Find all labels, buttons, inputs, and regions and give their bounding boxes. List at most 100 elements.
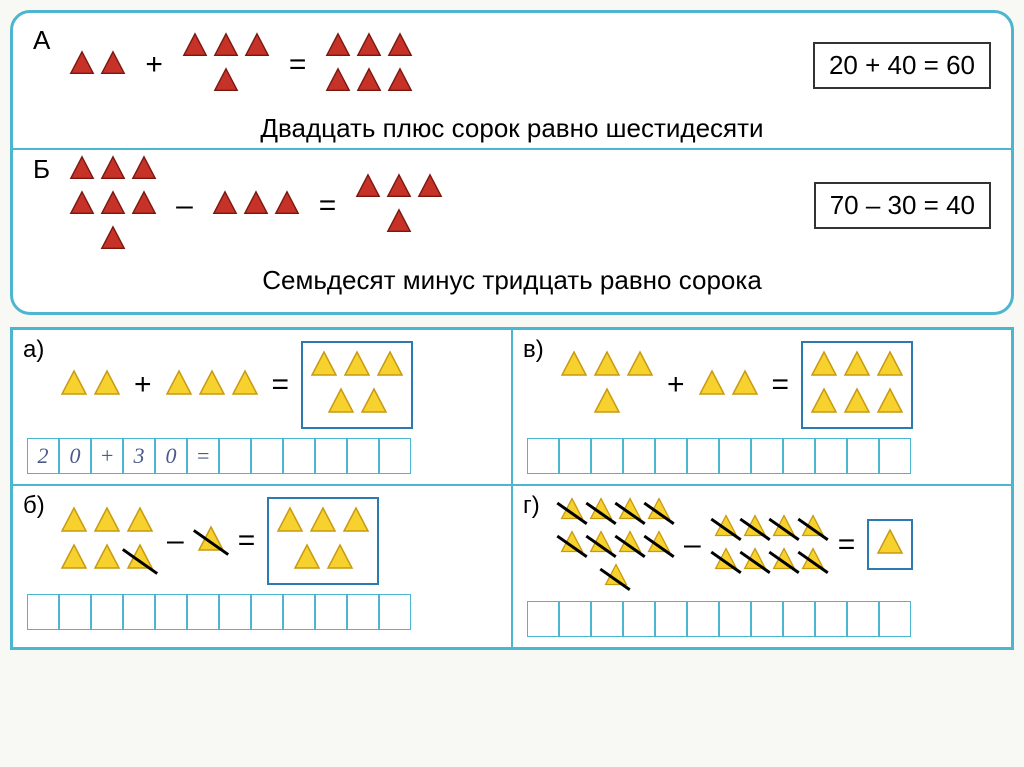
triangle-icon <box>742 546 768 577</box>
triangle-icon <box>92 368 122 403</box>
answer-cell[interactable] <box>559 438 591 474</box>
answer-cell[interactable] <box>379 594 411 630</box>
example-b-sentence: Семьдесят минус тридцать равно сорока <box>33 265 991 296</box>
plus-sign: + <box>134 368 152 402</box>
answer-cell[interactable]: = <box>187 438 219 474</box>
plus-sign: + <box>667 368 685 402</box>
answer-cell[interactable] <box>847 601 879 637</box>
answer-cell[interactable] <box>687 438 719 474</box>
triangle-icon <box>342 349 372 384</box>
triangle-icon <box>771 513 797 544</box>
triangle-icon <box>842 349 872 384</box>
answer-cell[interactable] <box>655 601 687 637</box>
answer-cell[interactable] <box>623 601 655 637</box>
triangle-icon <box>386 66 414 99</box>
answer-cell[interactable] <box>315 438 347 474</box>
answer-cell[interactable] <box>751 601 783 637</box>
answer-cell[interactable] <box>815 601 847 637</box>
answer-cell[interactable] <box>591 601 623 637</box>
equals-sign: = <box>289 48 307 82</box>
triangle-icon <box>273 189 301 222</box>
triangle-icon <box>646 529 672 560</box>
answer-cell[interactable] <box>527 601 559 637</box>
answer-cell[interactable] <box>219 438 251 474</box>
answer-cell[interactable] <box>347 594 379 630</box>
answer-cell[interactable]: + <box>91 438 123 474</box>
quad-v-answer-grid[interactable] <box>527 438 997 474</box>
example-b-label: Б <box>33 154 50 185</box>
example-b-result <box>354 172 444 240</box>
answer-cell[interactable] <box>687 601 719 637</box>
answer-cell[interactable] <box>815 438 847 474</box>
answer-cell[interactable]: 2 <box>27 438 59 474</box>
answer-cell[interactable]: 3 <box>123 438 155 474</box>
triangle-icon <box>617 529 643 560</box>
example-b-row: Б – = 70 – 30 = 40 <box>33 154 991 257</box>
example-b-operand2 <box>211 189 301 222</box>
answer-cell[interactable] <box>655 438 687 474</box>
triangle-icon <box>559 349 589 384</box>
answer-cell[interactable] <box>187 594 219 630</box>
answer-cell[interactable] <box>751 438 783 474</box>
answer-cell[interactable] <box>251 438 283 474</box>
triangle-icon <box>125 542 155 577</box>
answer-cell[interactable] <box>847 438 879 474</box>
answer-cell[interactable] <box>719 438 751 474</box>
example-a-operand1 <box>68 49 127 82</box>
triangle-icon <box>730 368 760 403</box>
triangle-icon <box>130 154 158 187</box>
answer-cell[interactable] <box>379 438 411 474</box>
answer-cell[interactable] <box>783 438 815 474</box>
quad-g-result <box>875 527 905 562</box>
answer-cell[interactable] <box>219 594 251 630</box>
answer-cell[interactable] <box>527 438 559 474</box>
answer-cell[interactable] <box>155 594 187 630</box>
answer-cell[interactable] <box>879 438 911 474</box>
triangle-icon <box>181 31 209 64</box>
triangle-icon <box>625 349 655 384</box>
quad-g-operand1 <box>559 496 672 593</box>
answer-cell[interactable] <box>251 594 283 630</box>
triangle-icon <box>99 189 127 222</box>
quad-g-answer-grid[interactable] <box>527 601 997 637</box>
answer-cell[interactable] <box>347 438 379 474</box>
plus-sign: + <box>145 48 163 82</box>
quad-a-answer-grid[interactable]: 20+30= <box>27 438 497 474</box>
triangle-icon <box>875 386 905 421</box>
answer-cell[interactable] <box>283 594 315 630</box>
triangle-icon <box>68 49 96 82</box>
quadrant-v: в) + = <box>512 329 1012 485</box>
answer-cell[interactable] <box>315 594 347 630</box>
answer-cell[interactable] <box>91 594 123 630</box>
answer-cell[interactable] <box>783 601 815 637</box>
answer-cell[interactable] <box>27 594 59 630</box>
triangle-icon <box>243 31 271 64</box>
answer-cell[interactable]: 0 <box>59 438 91 474</box>
answer-cell[interactable] <box>591 438 623 474</box>
answer-cell[interactable] <box>283 438 315 474</box>
triangle-icon <box>875 527 905 562</box>
example-b-operand1 <box>68 154 158 257</box>
answer-cell[interactable] <box>559 601 591 637</box>
quad-b-answer-grid[interactable] <box>27 594 497 630</box>
answer-cell[interactable] <box>879 601 911 637</box>
answer-cell[interactable] <box>59 594 91 630</box>
minus-sign: – <box>176 189 193 223</box>
example-a-sentence: Двадцать плюс сорок равно шестидесяти <box>33 113 991 144</box>
divider <box>13 148 1011 150</box>
triangle-icon <box>809 386 839 421</box>
answer-cell[interactable] <box>623 438 655 474</box>
answer-cell[interactable]: 0 <box>155 438 187 474</box>
triangle-icon <box>385 207 413 240</box>
answer-cell[interactable] <box>123 594 155 630</box>
quad-a-result-frame <box>301 341 413 429</box>
minus-sign: – <box>167 524 184 558</box>
triangle-icon <box>275 505 305 540</box>
quadrant-a: а) + = 20+30= <box>12 329 512 485</box>
answer-cell[interactable] <box>719 601 751 637</box>
triangle-icon <box>588 496 614 527</box>
triangle-icon <box>646 496 672 527</box>
triangle-icon <box>800 513 826 544</box>
triangle-icon <box>559 496 585 527</box>
equals-sign: = <box>272 368 290 402</box>
